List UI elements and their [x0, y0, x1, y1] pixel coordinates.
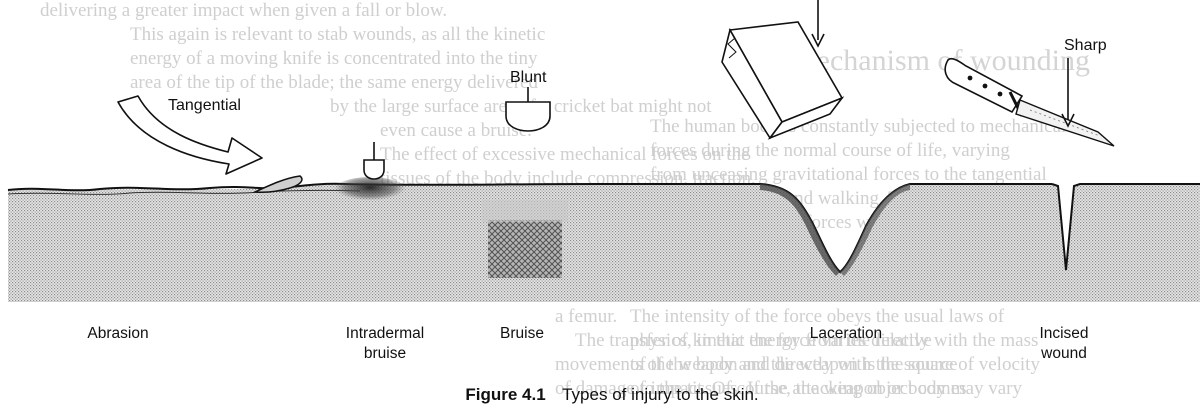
tissue-body	[8, 183, 1200, 302]
bleed-right-line: from unceasing gravitational forces to t…	[650, 164, 1047, 185]
bleed-left-lower: The transfer of kinetic energy from the …	[575, 330, 932, 351]
abrasion-injury	[117, 95, 303, 193]
intradermal-bruise-injury	[334, 142, 406, 203]
knife-blade	[1015, 99, 1115, 147]
laceration-label: Laceration	[810, 325, 882, 342]
tangential-label: Tangential	[168, 97, 241, 114]
bleed-right-line: forces during the normal course of life,…	[650, 140, 1010, 161]
tangential-arrow	[117, 95, 263, 175]
intradermal-label: Intradermal	[346, 325, 424, 342]
incised-label: Incised	[1039, 325, 1088, 342]
figure-number: Figure 4.1	[465, 385, 545, 404]
bleed-left-line: area of the tip of the blade; the same e…	[130, 72, 538, 93]
skin-tissue	[7, 182, 1200, 302]
laceration-stipple-right	[840, 184, 910, 276]
bleed-left-line: energy of a moving knife is concentrated…	[130, 48, 538, 69]
bleed-left-line: The effect of excessive mechanical force…	[380, 144, 749, 165]
abrasion-flap	[252, 175, 303, 193]
incised-label: wound	[1040, 345, 1087, 362]
bleed-right-lower: The intensity of the force obeys the usu…	[630, 306, 1005, 327]
bleed-left-lower: of damage to the tissues. If the attacki…	[555, 378, 967, 399]
bleed-left-line: even cause a bruise.	[380, 120, 532, 141]
blunt-label: Blunt	[510, 69, 547, 86]
figure-caption-text: Types of injury to the skin.	[562, 385, 759, 404]
incision-edge	[1051, 183, 1200, 271]
figure-caption: Figure 4.1 Types of injury to the skin.	[465, 385, 758, 404]
knife-icon	[944, 57, 1115, 147]
blunt-block	[721, 21, 845, 140]
force-arrow-down-icon	[811, 0, 825, 48]
force-arrow-down-icon	[1061, 58, 1075, 128]
bleed-right-line: The human body is constantly subjected t…	[650, 116, 1066, 137]
intradermal-bruise-mark	[334, 177, 406, 203]
bruise-zone	[488, 220, 562, 278]
bleed-right-lower: of the weapon and directly with the squa…	[630, 354, 1040, 375]
epidermis-line	[7, 189, 361, 195]
bleed-left-line: delivering a greater impact when given a…	[40, 0, 447, 21]
bleed-left-lower: movements of the body and the weapon is …	[555, 354, 958, 375]
sharp-label: Sharp	[1064, 37, 1107, 54]
bruise-injury	[482, 87, 568, 278]
bleed-right-lower: of impact. Of course, the weapon or body…	[630, 378, 1023, 399]
bruise-label: Bruise	[500, 325, 544, 342]
bruise-surface-zone	[482, 200, 568, 222]
bleed-left-line: This again is relevant to stab wounds, a…	[130, 24, 545, 45]
abrasion-label: Abrasion	[87, 325, 148, 342]
bleed-right-lower: physics, in that the force varies direct…	[630, 330, 1038, 351]
laceration-injury	[721, 0, 910, 276]
small-blunt-tool	[363, 142, 385, 180]
intradermal-label: bruise	[364, 345, 406, 362]
laceration-stipple-left	[760, 184, 840, 276]
incised-wound-injury	[944, 57, 1115, 147]
blunt-tool	[505, 87, 551, 132]
bleed-right-title: Mechanism of wounding	[790, 44, 1090, 77]
bleed-left-lower: a femur.	[555, 306, 617, 327]
